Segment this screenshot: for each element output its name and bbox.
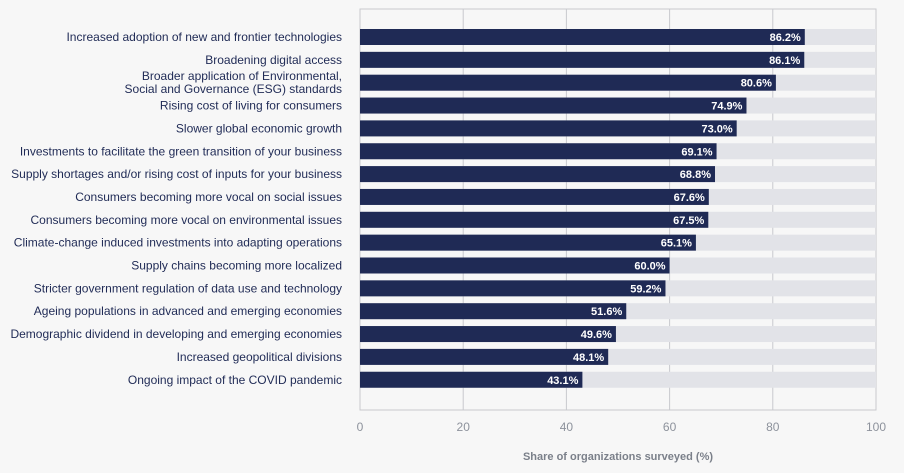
bar-value-label: 49.6% [581,329,612,341]
category-label-line: Increased adoption of new and frontier t… [66,30,342,44]
x-tick-label: 40 [560,420,574,434]
x-tick-label: 20 [457,420,471,434]
bar-value-label: 73.0% [701,123,732,135]
category-label-line: Investments to facilitate the green tran… [20,144,342,158]
bar [360,280,666,297]
category-label: Consumers becoming more vocal on environ… [31,213,342,227]
x-tick-label: 60 [663,420,677,434]
bar-value-label: 67.6% [674,192,705,204]
category-label-line: Supply chains becoming more localized [131,259,342,273]
bar-value-label: 60.0% [634,261,665,273]
bar-value-label: 67.5% [673,215,704,227]
bar-value-label: 86.2% [770,32,801,44]
bar-value-label: 43.1% [547,375,578,387]
bar [360,29,805,45]
bar [360,371,583,388]
category-label: Climate-change induced investments into … [14,236,342,250]
category-label-line: Broader application of Environmental, [142,69,342,83]
bar-layer [360,29,876,388]
bar [360,143,717,160]
bar [360,97,747,114]
bar [360,51,805,68]
category-label-line: Social and Governance (ESG) standards [125,82,342,96]
bar [360,303,627,320]
bar-value-label: 65.1% [661,238,692,250]
category-label-line: Increased geopolitical divisions [177,350,342,364]
bar [360,211,709,228]
bar-value-label: 80.6% [741,78,772,90]
category-label-line: Broadening digital access [205,53,342,67]
label-layer: 86.2% Increased adoption of new and front… [10,30,801,387]
bar [360,74,776,91]
bar-value-label: 68.8% [680,169,711,181]
category-label: Supply chains becoming more localized [131,259,342,273]
category-label-line: Demographic dividend in developing and e… [10,327,342,341]
category-label: Demographic dividend in developing and e… [10,327,342,341]
bar-value-label: 48.1% [573,352,604,364]
category-label-line: Ongoing impact of the COVID pandemic [128,373,342,387]
category-label: Increased adoption of new and frontier t… [66,30,342,44]
category-label-line: Rising cost of living for consumers [160,99,342,113]
category-label: Ongoing impact of the COVID pandemic [128,373,342,387]
x-tick-label: 100 [866,420,886,434]
x-tick-label: 0 [357,420,364,434]
bar-value-label: 86.1% [769,55,800,67]
category-label-line: Consumers becoming more vocal on environ… [31,213,342,227]
category-label: Broader application of Environmental, Soc… [125,69,342,96]
bar-value-label: 59.2% [630,283,661,295]
category-label: Broadening digital access [205,53,342,67]
category-label-line: Stricter government regulation of data u… [34,281,342,295]
category-label: Ageing populations in advanced and emerg… [34,304,342,318]
category-label: Increased geopolitical divisions [177,350,342,364]
bar-value-label: 51.6% [591,306,622,318]
category-label: Stricter government regulation of data u… [34,281,342,295]
category-label: Supply shortages and/or rising cost of i… [11,167,342,181]
bar [360,234,696,251]
category-label-line: Ageing populations in advanced and emerg… [34,304,342,318]
category-label-line: Supply shortages and/or rising cost of i… [11,167,342,181]
bar [360,326,616,343]
bar-value-label: 69.1% [681,146,712,158]
category-label-line: Slower global economic growth [176,121,342,135]
x-tick-label: 80 [766,420,780,434]
bar [360,120,737,137]
bar [360,166,716,183]
bar [360,348,609,365]
x-axis-title: Share of organizations surveyed (%) [523,451,713,463]
category-label: Investments to facilitate the green tran… [20,144,342,158]
category-label: Rising cost of living for consumers [160,99,342,113]
category-label-line: Consumers becoming more vocal on social … [75,190,342,204]
category-label: Slower global economic growth [176,121,342,135]
bar-value-label: 74.9% [711,101,742,113]
bar [360,188,709,205]
category-label: Consumers becoming more vocal on social … [75,190,342,204]
category-label-line: Climate-change induced investments into … [14,236,342,250]
x-axis: 0 20 40 60 80 100 Share of organizations surve… [357,420,887,463]
bar [360,257,670,274]
